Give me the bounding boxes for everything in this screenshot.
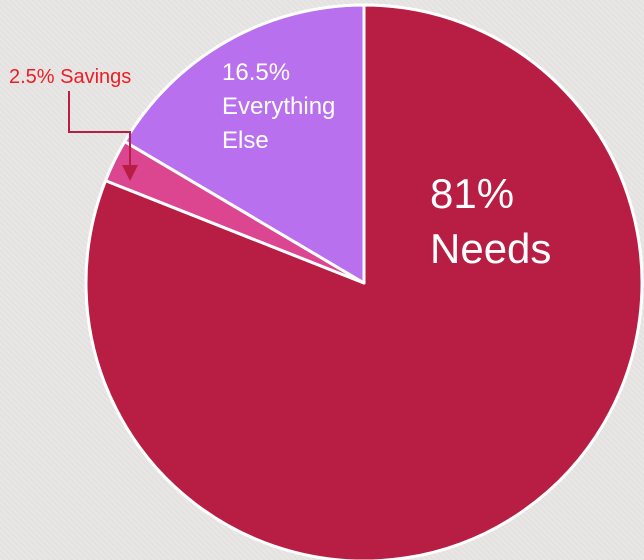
savings-callout-leader	[68, 91, 131, 167]
savings-callout-label: 2.5% Savings	[9, 66, 131, 88]
everything-else-name-label-2: Else	[222, 127, 269, 154]
savings-callout: 2.5% Savings	[9, 66, 138, 181]
everything-else-name-label-1: Everything	[222, 93, 335, 120]
needs-name-label: Needs	[430, 225, 551, 272]
pie-slice-everything-else	[123, 3, 366, 285]
everything-else-percent-label: 16.5%	[222, 59, 290, 86]
needs-percent-label: 81%	[430, 170, 514, 217]
savings-callout-arrowhead	[122, 165, 138, 181]
pie-slice-needs	[84, 3, 644, 560]
pie-labels: 81% Needs 16.5% Everything Else	[222, 59, 551, 272]
pie-slices	[84, 3, 644, 560]
